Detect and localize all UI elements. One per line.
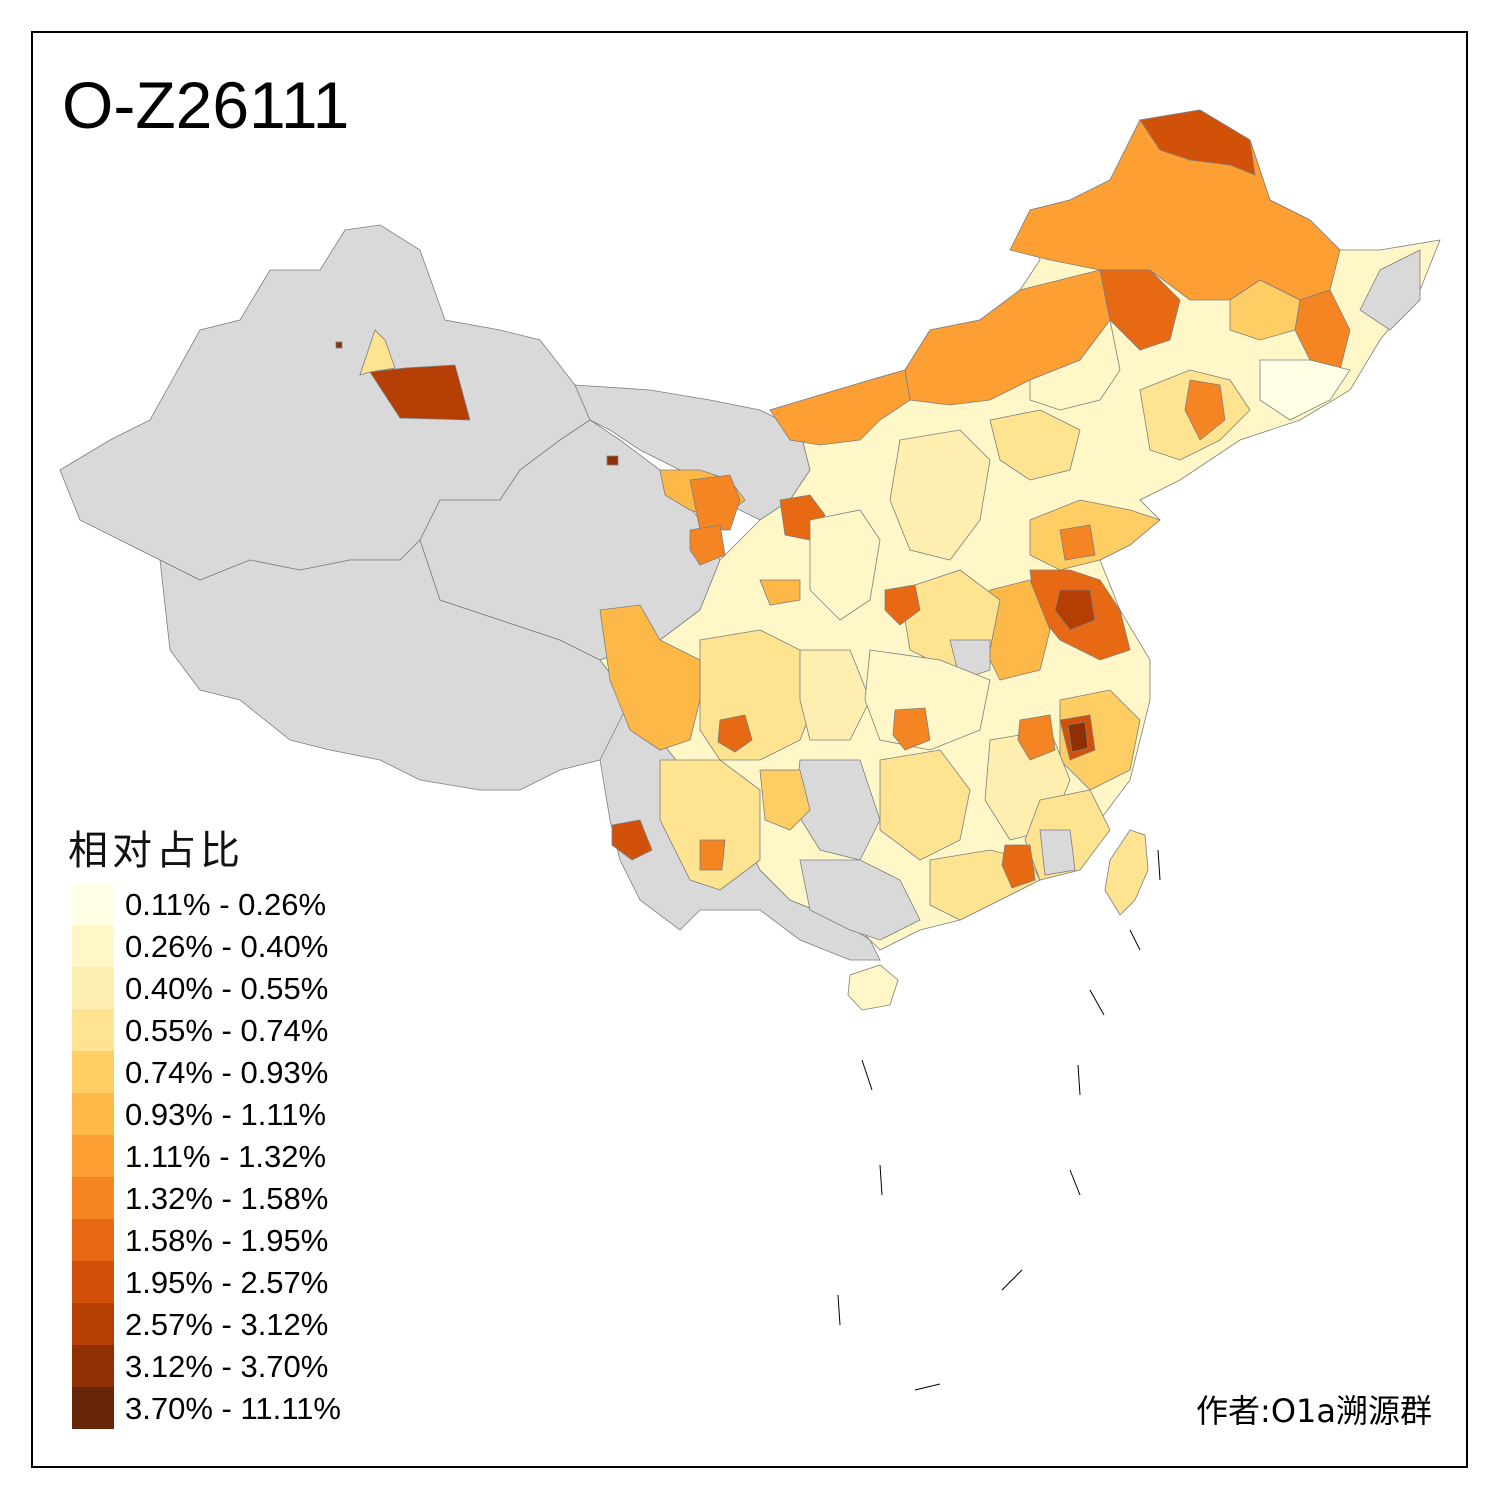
region-beijing-hebei [989,409,1081,481]
legend-swatch [72,1387,114,1429]
region-hainan [847,964,899,1011]
nine-dash-line-3 [837,1294,841,1326]
legend-title: 相对占比 [68,828,244,874]
nine-dash-line-9 [1129,929,1141,951]
region-yunnan [659,759,761,891]
region-dandong [1184,379,1226,441]
map-fill-layer [335,109,1421,1011]
region-jiuquan-point [606,455,619,466]
legend-label: 1.95% - 2.57% [125,1265,329,1300]
map-title: O-Z26111 [62,68,350,142]
region-shandong [1029,499,1161,571]
legend-swatch [72,1009,114,1051]
region-jilin-east [1259,359,1351,421]
legend-label: 0.11% - 0.26% [125,887,327,922]
nine-dash-line-8 [1089,989,1105,1016]
region-jiamusi [1229,279,1301,341]
legend-label: 0.55% - 0.74% [125,1013,329,1048]
region-changji [359,329,396,376]
legend-swatch [72,1093,114,1135]
nine-dash-line-2 [879,1164,883,1196]
region-hangzhou [1067,721,1089,753]
region-yunnan-orange [699,839,726,871]
region-mohe [1139,109,1256,176]
region-shanxi [889,429,991,561]
region-shaanxi [809,509,881,621]
south-sea-islands [837,849,1161,1391]
legend-label: 0.74% - 0.93% [125,1055,329,1090]
region-dehong [611,819,653,861]
nine-dash-line-1 [861,1059,873,1091]
legend-label: 1.11% - 1.32% [125,1139,327,1174]
legend-swatch [72,1261,114,1303]
legend-swatch [72,1303,114,1345]
region-ganzi [599,604,701,751]
legend-swatch [72,967,114,1009]
region-xilingol [1029,319,1121,411]
legend-swatch [72,883,114,925]
region-jx-orange [1017,714,1056,761]
region-ili [335,341,343,349]
legend-label: 2.57% - 3.12% [125,1307,329,1342]
legend-label: 1.58% - 1.95% [125,1223,329,1258]
author-credit: 作者:O1a溯源群 [1196,1392,1432,1430]
region-taiwan [1104,829,1149,916]
nine-dash-line-6 [1069,1169,1081,1196]
legend-label: 3.70% - 11.11% [125,1391,341,1426]
legend-swatch [72,925,114,967]
nine-dash-line-4 [914,1383,941,1391]
region-xining [689,524,726,566]
region-yichang [892,707,931,751]
nine-dash-line-7 [1077,1064,1081,1096]
region-urumqi [369,364,471,421]
legend-label: 0.93% - 1.11% [125,1097,327,1132]
region-hunan [879,749,971,861]
legend-label: 1.32% - 1.58% [125,1181,329,1216]
legend-label: 3.12% - 3.70% [125,1349,329,1384]
region-guangxi-grey [799,859,921,941]
map-frame [31,31,1468,1468]
region-guizhou [759,769,811,831]
region-chengdu [717,714,753,753]
region-ne-grey [1359,249,1421,331]
region-shantou [1001,844,1036,889]
legend-swatch [72,1219,114,1261]
region-chongqing [799,649,871,741]
legend-label: 0.26% - 0.40% [125,929,329,964]
legend-swatch [72,1135,114,1177]
region-inner-mongolia-west [769,369,911,446]
legend-swatch [72,1051,114,1093]
region-luoyang [884,584,921,626]
region-rizhao [1059,524,1096,561]
region-xuzhou [1054,589,1096,631]
legend-swatch [72,1345,114,1387]
legend-label: 0.40% - 0.55% [125,971,329,1006]
nine-dash-line-5 [1001,1269,1023,1291]
region-fujian-grey [1039,829,1076,876]
nine-dash-line-10 [1157,849,1161,881]
legend-swatch [72,1177,114,1219]
region-gansu-orange [689,474,741,531]
region-tianshui [759,579,801,606]
